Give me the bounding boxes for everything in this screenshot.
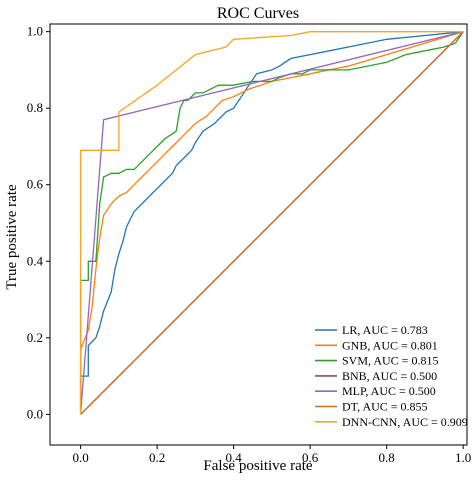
- legend-label-dt: DT, AUC = 0.855: [342, 400, 428, 414]
- x-tick-label: 0.2: [149, 450, 165, 465]
- y-tick-label: 1.0: [27, 24, 43, 39]
- series-line-dnn-cnn: [79, 31, 464, 415]
- legend-label-mlp: MLP, AUC = 0.500: [342, 384, 436, 398]
- x-tick-label: 0.4: [226, 450, 243, 465]
- series-line-lr: [79, 31, 464, 415]
- series-line-mlp: [79, 31, 464, 415]
- legend-label-svm: SVM, AUC = 0.815: [342, 354, 438, 368]
- axes-frame: [49, 23, 468, 446]
- y-tick-label: 0.0: [27, 406, 43, 421]
- y-tick-label: 0.4: [27, 253, 44, 268]
- x-axis-label: False positive rate: [203, 458, 312, 474]
- x-tick-label: 0.6: [302, 450, 319, 465]
- legend-label-bnb: BNB, AUC = 0.500: [342, 369, 437, 383]
- x-tick-label: 0.8: [379, 450, 395, 465]
- y-axis-ticks: 0.0 0.2 0.4 0.6 0.8 1.0: [27, 24, 50, 421]
- chart-title: ROC Curves: [217, 5, 299, 22]
- series-line-gnb: [79, 31, 464, 415]
- x-axis-ticks: 0.0 0.2 0.4 0.6 0.8 1.0: [72, 445, 471, 465]
- y-tick-label: 0.8: [27, 100, 43, 115]
- legend-label-dnn-cnn: DNN-CNN, AUC = 0.909: [342, 415, 468, 429]
- series-layer: [79, 31, 464, 415]
- y-axis-label: True positive rate: [4, 184, 20, 290]
- series-line-dt: [80, 31, 464, 415]
- legend-label-gnb: GNB, AUC = 0.801: [342, 338, 438, 352]
- legend-label-lr: LR, AUC = 0.783: [342, 323, 428, 337]
- y-tick-label: 0.6: [27, 177, 44, 192]
- plot-area-border: [49, 23, 468, 446]
- y-tick-label: 0.2: [27, 330, 43, 345]
- series-line-svm: [79, 31, 464, 415]
- x-tick-label: 0.0: [72, 450, 88, 465]
- x-tick-label: 1.0: [455, 450, 471, 465]
